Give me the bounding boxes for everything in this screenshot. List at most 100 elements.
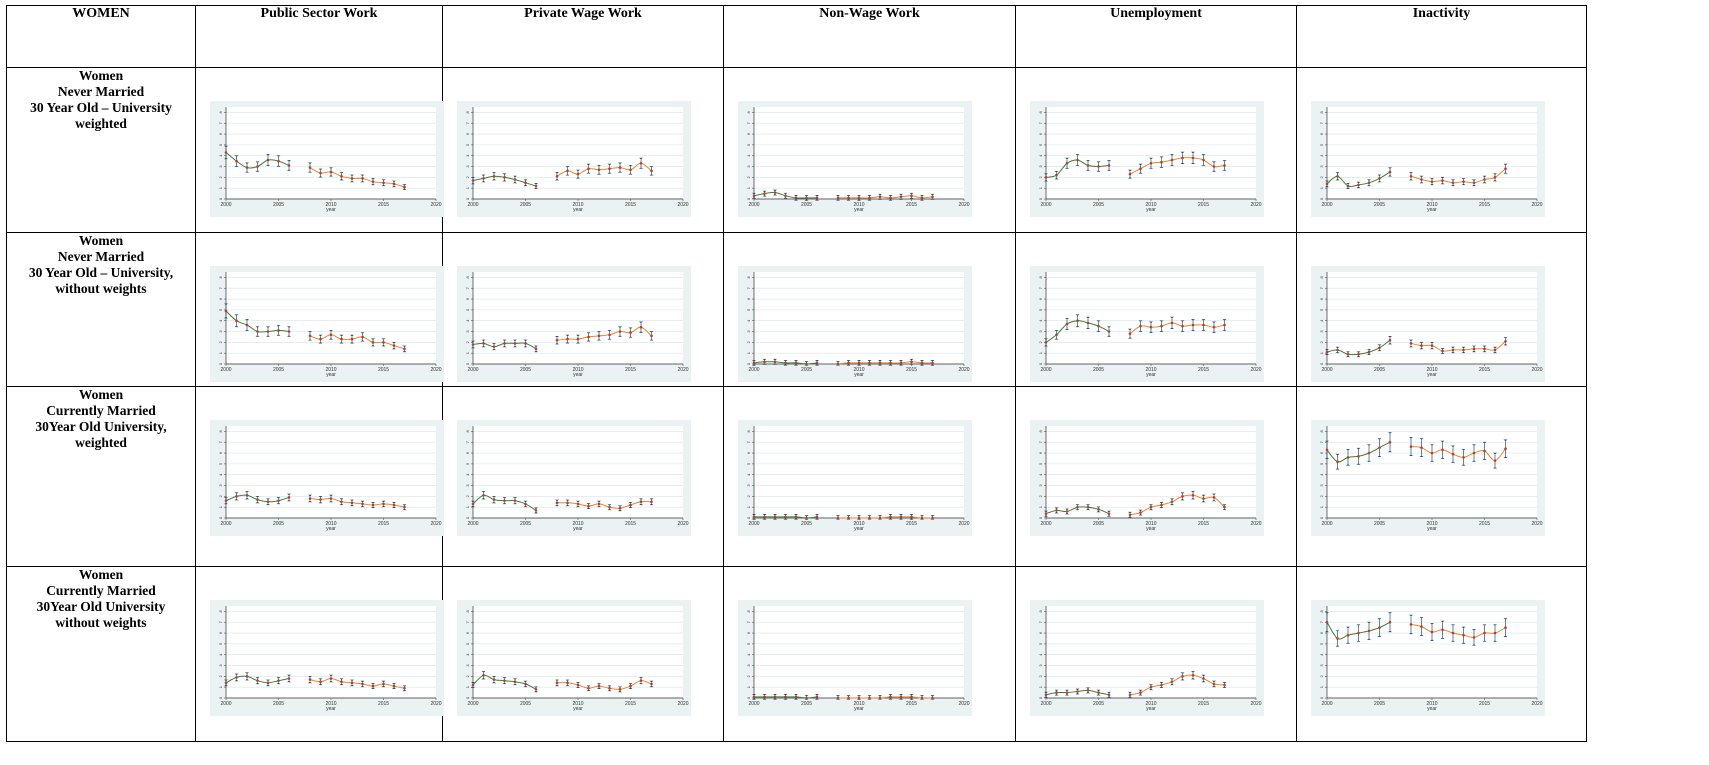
data-point (752, 695, 756, 699)
y-tick-label: 3 (1038, 664, 1043, 667)
data-point (1430, 451, 1434, 455)
ci-cap (794, 518, 798, 520)
y-tick-label: 2 (465, 494, 470, 497)
ci-cap (1170, 683, 1174, 686)
ci-cap (1086, 169, 1090, 171)
data-point (1483, 449, 1486, 453)
ci-cap (1451, 346, 1455, 349)
ci-cap (523, 179, 528, 181)
chart-panel: 0 1 2 3 4 5 6 7 8 2000 2005 2010 2015 2020 year (210, 420, 444, 536)
data-point (847, 196, 850, 200)
data-point (287, 496, 291, 499)
ci-cap (1044, 338, 1048, 340)
ci-cap (607, 329, 612, 332)
ci-cap (1377, 618, 1382, 620)
x-tick-label: 2000 (1040, 701, 1051, 707)
data-point (587, 167, 590, 170)
ci-cap (1346, 355, 1350, 358)
ci-cap (1107, 326, 1111, 328)
data-point (847, 361, 850, 365)
data-point (629, 168, 632, 172)
chart-panel: 0 1 2 3 4 5 6 7 8 2000 2005 2010 2015 2020 year (210, 266, 444, 382)
data-point (763, 192, 766, 195)
data-point (1097, 165, 1100, 168)
data-point (1378, 177, 1381, 180)
x-tick-label: 2005 (801, 367, 812, 373)
y-tick-label: 6 (746, 132, 751, 135)
ci-cap (1170, 327, 1174, 329)
data-point (836, 196, 840, 200)
ci-cap (639, 682, 643, 685)
y-tick-label: 4 (1038, 473, 1043, 476)
y-tick-label: 3 (1038, 484, 1043, 487)
ci-cap (1222, 686, 1227, 689)
data-point (629, 503, 632, 507)
chart-panel: 0 1 2 3 4 5 6 7 8 2000 2005 2010 2015 2020 year (457, 101, 691, 217)
data-point (1076, 690, 1079, 693)
ci-cap (1451, 179, 1455, 181)
y-tick-label: 8 (746, 610, 751, 613)
ci-cap (930, 360, 935, 362)
y-tick-label: 4 (465, 154, 470, 157)
data-point (618, 166, 622, 169)
ci-cap (1346, 351, 1350, 353)
y-tick-label: 5 (218, 642, 223, 645)
ci-cap (1461, 178, 1466, 180)
ci-cap (565, 684, 570, 687)
ci-cap (607, 685, 612, 687)
ci-cap (1180, 151, 1185, 154)
y-tick-label: 1 (1038, 505, 1043, 508)
ci-cap (1503, 172, 1508, 174)
ci-cap (1493, 452, 1497, 455)
ci-cap (565, 499, 570, 502)
ci-cap (1440, 440, 1445, 443)
data-point (1191, 673, 1195, 677)
data-point (639, 161, 643, 165)
ci-cap (1451, 461, 1455, 463)
ci-cap (555, 679, 559, 682)
ci-cap (360, 180, 365, 183)
y-tick-label: 6 (746, 297, 751, 300)
data-point (1357, 183, 1360, 187)
ci-cap (1044, 691, 1048, 694)
ci-cap (815, 698, 819, 700)
y-tick-label: 3 (218, 664, 223, 667)
data-point (1170, 680, 1174, 684)
data-point (1086, 689, 1090, 692)
ci-cap (649, 498, 654, 500)
ci-cap (481, 671, 486, 673)
ci-cap (350, 684, 354, 687)
data-point (773, 695, 777, 699)
ci-cap (888, 195, 893, 197)
ci-cap (909, 698, 914, 700)
ci-cap (773, 518, 777, 520)
ci-cap (1335, 467, 1340, 470)
x-tick-label: 2005 (1093, 367, 1104, 373)
x-tick-label: 2020 (1250, 701, 1261, 707)
data-point (1409, 174, 1413, 178)
y-tick-label: 4 (1038, 653, 1043, 656)
data-point (340, 680, 343, 684)
ci-cap (783, 518, 788, 520)
table-row: Women Currently Married 30Year Old Unive… (6, 566, 1587, 742)
ci-cap (836, 361, 840, 363)
ci-cap (888, 518, 893, 520)
data-point (1325, 350, 1329, 354)
y-tick-label: 3 (746, 330, 751, 333)
data-point (889, 515, 892, 519)
data-point (618, 330, 622, 333)
ci-cap (565, 166, 570, 168)
ci-cap (1482, 624, 1487, 626)
ci-cap (1086, 316, 1090, 319)
y-tick-label: 2 (218, 674, 223, 677)
y-tick-label: 2 (1038, 340, 1043, 343)
x-tick-label: 2000 (467, 367, 478, 373)
ci-cap (586, 685, 591, 687)
ci-cap (1503, 618, 1508, 620)
ci-cap (597, 500, 601, 503)
ci-cap (276, 155, 281, 157)
data-point (403, 505, 406, 509)
data-point (899, 515, 903, 519)
ci-cap (392, 347, 396, 350)
data-point (1346, 456, 1350, 459)
